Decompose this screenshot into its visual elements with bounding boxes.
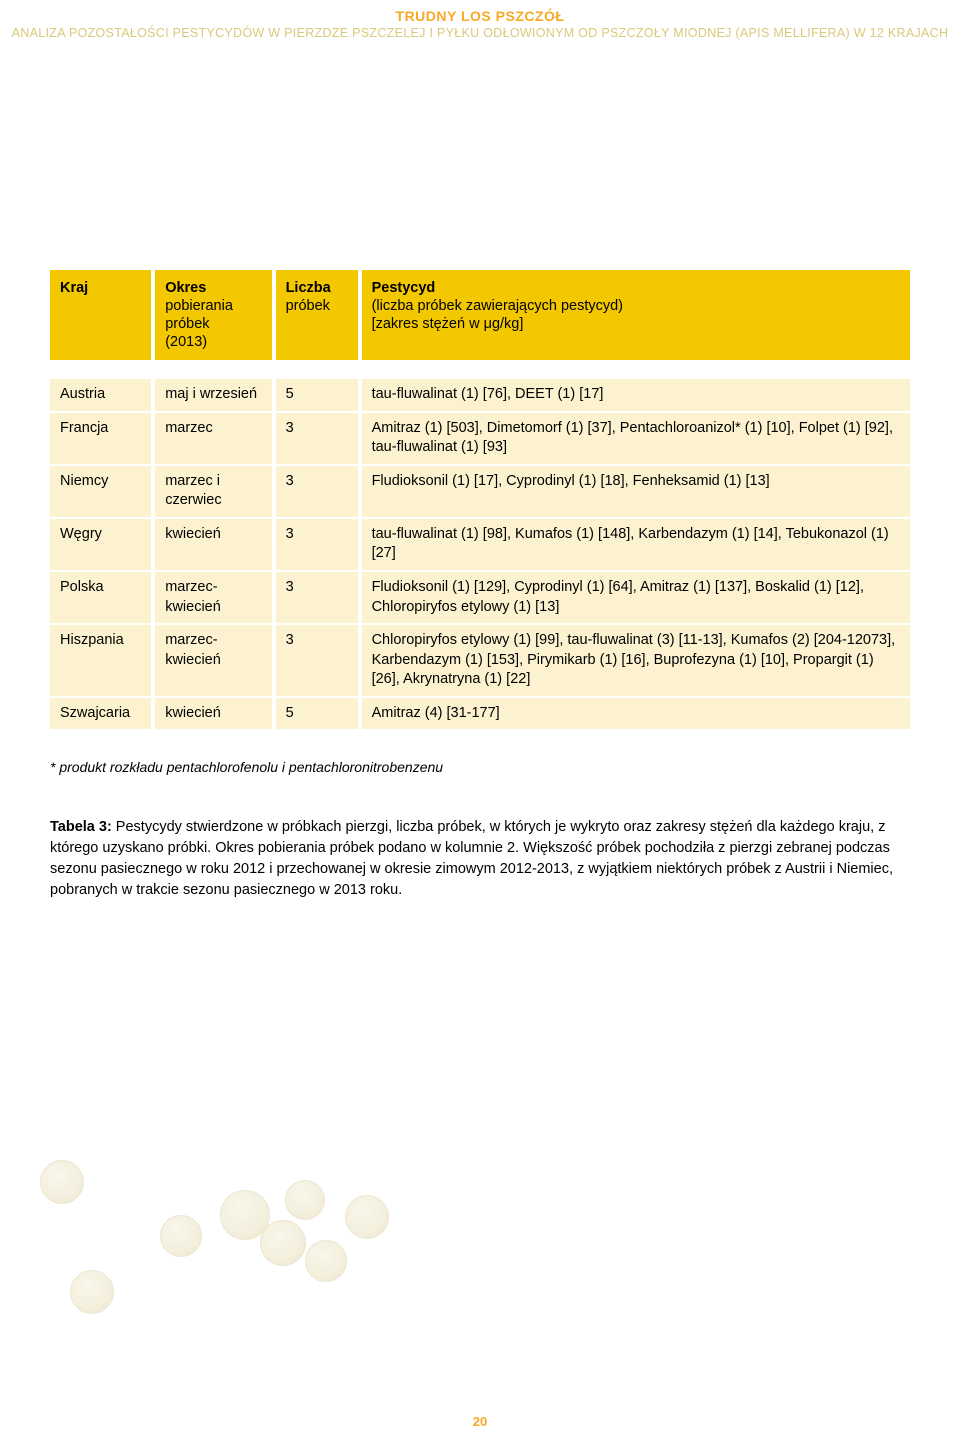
table-spacer [50, 360, 910, 378]
pollen-grain [40, 1160, 84, 1204]
table-row: Węgrykwiecień3tau-fluwalinat (1) [98], K… [50, 518, 910, 571]
col-okres-l4: (2013) [165, 334, 261, 350]
cell-okres: marzec i czerwiec [153, 465, 273, 518]
header-title: TRUDNY LOS PSZCZÓŁ [0, 8, 960, 24]
table-caption: Tabela 3: Pestycydy stwierdzone w próbka… [50, 817, 910, 901]
cell-pestycyd: Chloropiryfos etylowy (1) [99], tau-fluw… [360, 624, 910, 697]
table-row: Francjamarzec3Amitraz (1) [503], Dimetom… [50, 412, 910, 465]
pollen-grain [160, 1215, 202, 1257]
cell-pestycyd: tau-fluwalinat (1) [76], DEET (1) [17] [360, 378, 910, 412]
table-row: Hiszpaniamarzec-kwiecień3Chloropiryfos e… [50, 624, 910, 697]
col-okres-l1: Okres [165, 280, 206, 296]
table-row: Polskamarzec-kwiecień3Fludioksonil (1) [… [50, 571, 910, 624]
table-row: Szwajcariakwiecień5Amitraz (4) [31-177] [50, 697, 910, 731]
cell-liczba: 3 [274, 571, 360, 624]
col-pestycyd-l2: (liczba próbek zawierających pestycyd) [372, 298, 900, 314]
page-content: Kraj Okres pobierania próbek (2013) Licz… [0, 40, 960, 901]
cell-liczba: 3 [274, 465, 360, 518]
col-kraj-label: Kraj [60, 280, 88, 296]
pollen-grain [70, 1270, 114, 1314]
col-header-liczba: Liczba próbek [274, 270, 360, 360]
cell-okres: marzec-kwiecień [153, 571, 273, 624]
cell-pestycyd: tau-fluwalinat (1) [98], Kumafos (1) [14… [360, 518, 910, 571]
header-subtitle: ANALIZA POZOSTAŁOŚCI PESTYCYDÓW W PIERZD… [0, 26, 960, 40]
col-liczba-l1: Liczba [286, 280, 331, 296]
col-header-okres: Okres pobierania próbek (2013) [153, 270, 273, 360]
pollen-decoration [30, 1140, 410, 1360]
page-number: 20 [0, 1414, 960, 1429]
cell-okres: marzec [153, 412, 273, 465]
pollen-grain [345, 1195, 389, 1239]
cell-liczba: 3 [274, 624, 360, 697]
cell-pestycyd: Amitraz (1) [503], Dimetomorf (1) [37], … [360, 412, 910, 465]
pesticide-table: Kraj Okres pobierania próbek (2013) Licz… [50, 270, 910, 731]
cell-liczba: 5 [274, 697, 360, 731]
cell-pestycyd: Fludioksonil (1) [17], Cyprodinyl (1) [1… [360, 465, 910, 518]
col-header-kraj: Kraj [50, 270, 153, 360]
footnote: * produkt rozkładu pentachlorofenolu i p… [50, 759, 910, 775]
cell-okres: kwiecień [153, 518, 273, 571]
pollen-grain [305, 1240, 347, 1282]
cell-kraj: Francja [50, 412, 153, 465]
caption-label: Tabela 3: [50, 819, 112, 835]
cell-okres: kwiecień [153, 697, 273, 731]
cell-kraj: Szwajcaria [50, 697, 153, 731]
col-pestycyd-l1: Pestycyd [372, 280, 436, 296]
cell-pestycyd: Fludioksonil (1) [129], Cyprodinyl (1) [… [360, 571, 910, 624]
cell-okres: maj i wrzesień [153, 378, 273, 412]
cell-liczba: 5 [274, 378, 360, 412]
col-liczba-l2: próbek [286, 298, 348, 314]
cell-kraj: Niemcy [50, 465, 153, 518]
cell-liczba: 3 [274, 518, 360, 571]
col-okres-l3: próbek [165, 316, 261, 332]
cell-kraj: Węgry [50, 518, 153, 571]
cell-kraj: Austria [50, 378, 153, 412]
cell-pestycyd: Amitraz (4) [31-177] [360, 697, 910, 731]
pollen-grain [285, 1180, 325, 1220]
page-header: TRUDNY LOS PSZCZÓŁ ANALIZA POZOSTAŁOŚCI … [0, 0, 960, 40]
pollen-grain [260, 1220, 306, 1266]
cell-okres: marzec-kwiecień [153, 624, 273, 697]
col-pestycyd-l3: [zakres stężeń w μg/kg] [372, 316, 900, 332]
table-row: Austriamaj i wrzesień5tau-fluwalinat (1)… [50, 378, 910, 412]
col-header-pestycyd: Pestycyd (liczba próbek zawierających pe… [360, 270, 910, 360]
caption-text: Pestycydy stwierdzone w próbkach pierzgi… [50, 819, 893, 898]
table-header-row: Kraj Okres pobierania próbek (2013) Licz… [50, 270, 910, 360]
cell-kraj: Hiszpania [50, 624, 153, 697]
table-body: Austriamaj i wrzesień5tau-fluwalinat (1)… [50, 360, 910, 730]
cell-kraj: Polska [50, 571, 153, 624]
col-okres-l2: pobierania [165, 298, 261, 314]
cell-liczba: 3 [274, 412, 360, 465]
table-row: Niemcymarzec i czerwiec3Fludioksonil (1)… [50, 465, 910, 518]
